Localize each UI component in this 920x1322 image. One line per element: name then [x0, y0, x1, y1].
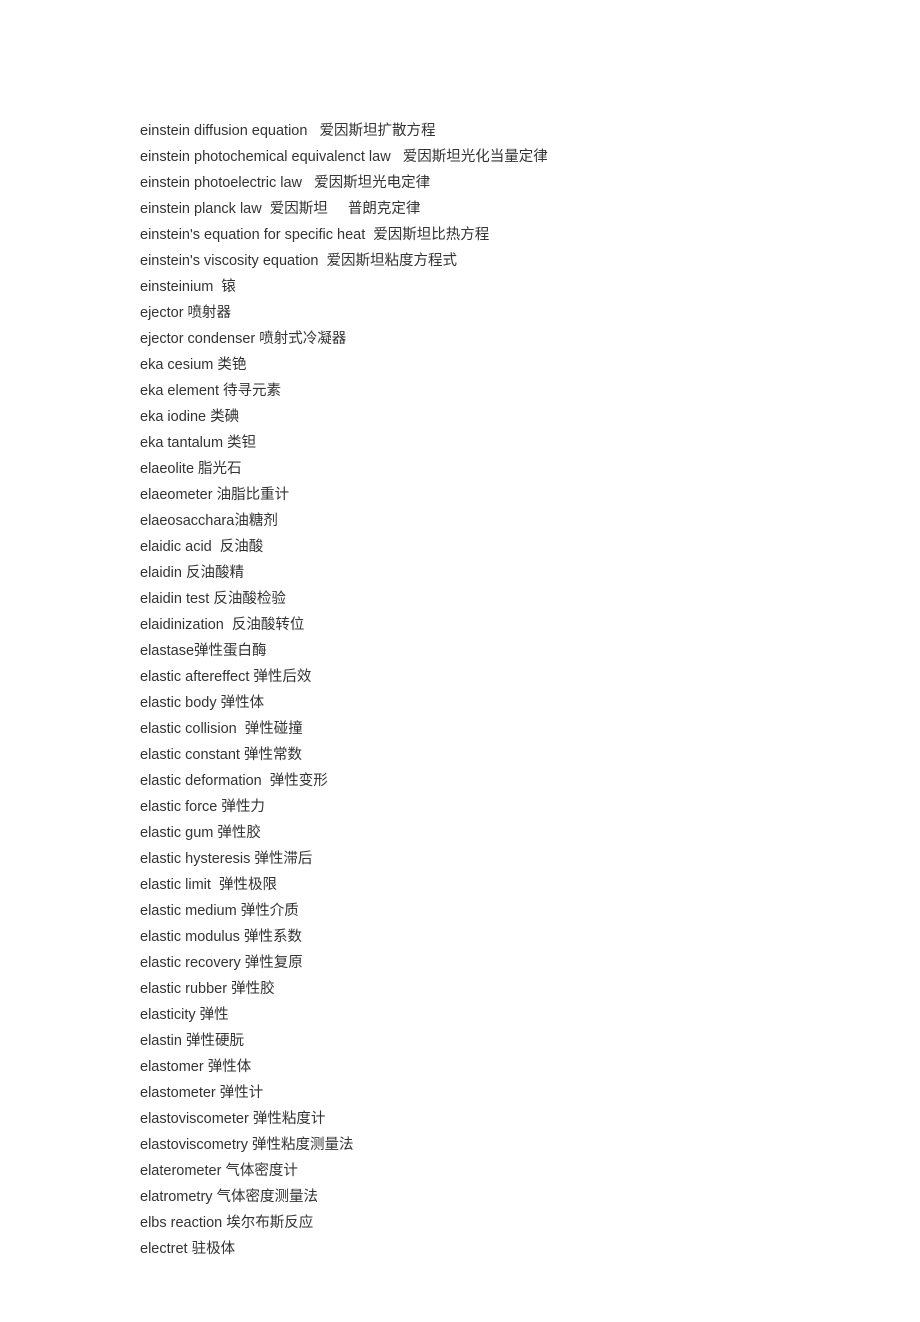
glossary-entry: elastomer 弹性体	[140, 1054, 920, 1080]
glossary-entry: elastic limit 弹性极限	[140, 872, 920, 898]
glossary-entry: elaidinization 反油酸转位	[140, 612, 920, 638]
glossary-entry: elastic modulus 弹性系数	[140, 924, 920, 950]
glossary-entries: einstein diffusion equation 爱因斯坦扩散方程eins…	[140, 118, 920, 1262]
glossary-entry: elastic aftereffect 弹性后效	[140, 664, 920, 690]
glossary-entry: elastase弹性蛋白酶	[140, 638, 920, 664]
glossary-entry: elastic rubber 弹性胶	[140, 976, 920, 1002]
glossary-entry: einstein diffusion equation 爱因斯坦扩散方程	[140, 118, 920, 144]
glossary-entry: elastometer 弹性计	[140, 1080, 920, 1106]
glossary-entry: einsteinium 锿	[140, 274, 920, 300]
glossary-entry: einstein photochemical equivalenct law 爱…	[140, 144, 920, 170]
glossary-entry: elastoviscometry 弹性粘度测量法	[140, 1132, 920, 1158]
glossary-page: einstein diffusion equation 爱因斯坦扩散方程eins…	[0, 0, 920, 1322]
glossary-entry: elastic constant 弹性常数	[140, 742, 920, 768]
glossary-entry: einstein photoelectric law 爱因斯坦光电定律	[140, 170, 920, 196]
glossary-entry: elastic medium 弹性介质	[140, 898, 920, 924]
glossary-entry: einstein planck law 爱因斯坦 普朗克定律	[140, 196, 920, 222]
glossary-entry: electret 驻极体	[140, 1236, 920, 1262]
glossary-entry: eka tantalum 类钽	[140, 430, 920, 456]
glossary-entry: eka iodine 类碘	[140, 404, 920, 430]
glossary-entry: elaeolite 脂光石	[140, 456, 920, 482]
glossary-entry: elastic gum 弹性胶	[140, 820, 920, 846]
glossary-entry: elastoviscometer 弹性粘度计	[140, 1106, 920, 1132]
glossary-entry: elastic collision 弹性碰撞	[140, 716, 920, 742]
glossary-entry: ejector 喷射器	[140, 300, 920, 326]
glossary-entry: einstein's viscosity equation 爱因斯坦粘度方程式	[140, 248, 920, 274]
glossary-entry: elaidin test 反油酸检验	[140, 586, 920, 612]
glossary-entry: elastic deformation 弹性变形	[140, 768, 920, 794]
glossary-entry: eka cesium 类铯	[140, 352, 920, 378]
glossary-entry: elaidic acid 反油酸	[140, 534, 920, 560]
glossary-entry: einstein's equation for specific heat 爱因…	[140, 222, 920, 248]
glossary-entry: elastic recovery 弹性复原	[140, 950, 920, 976]
glossary-entry: elasticity 弹性	[140, 1002, 920, 1028]
glossary-entry: elastic body 弹性体	[140, 690, 920, 716]
glossary-entry: elatrometry 气体密度测量法	[140, 1184, 920, 1210]
glossary-entry: elbs reaction 埃尔布斯反应	[140, 1210, 920, 1236]
glossary-entry: elastin 弹性硬朊	[140, 1028, 920, 1054]
glossary-entry: elaidin 反油酸精	[140, 560, 920, 586]
glossary-entry: elaterometer 气体密度计	[140, 1158, 920, 1184]
glossary-entry: eka element 待寻元素	[140, 378, 920, 404]
glossary-entry: elastic force 弹性力	[140, 794, 920, 820]
glossary-entry: ejector condenser 喷射式冷凝器	[140, 326, 920, 352]
glossary-entry: elaeosacchara油糖剂	[140, 508, 920, 534]
glossary-entry: elastic hysteresis 弹性滞后	[140, 846, 920, 872]
glossary-entry: elaeometer 油脂比重计	[140, 482, 920, 508]
